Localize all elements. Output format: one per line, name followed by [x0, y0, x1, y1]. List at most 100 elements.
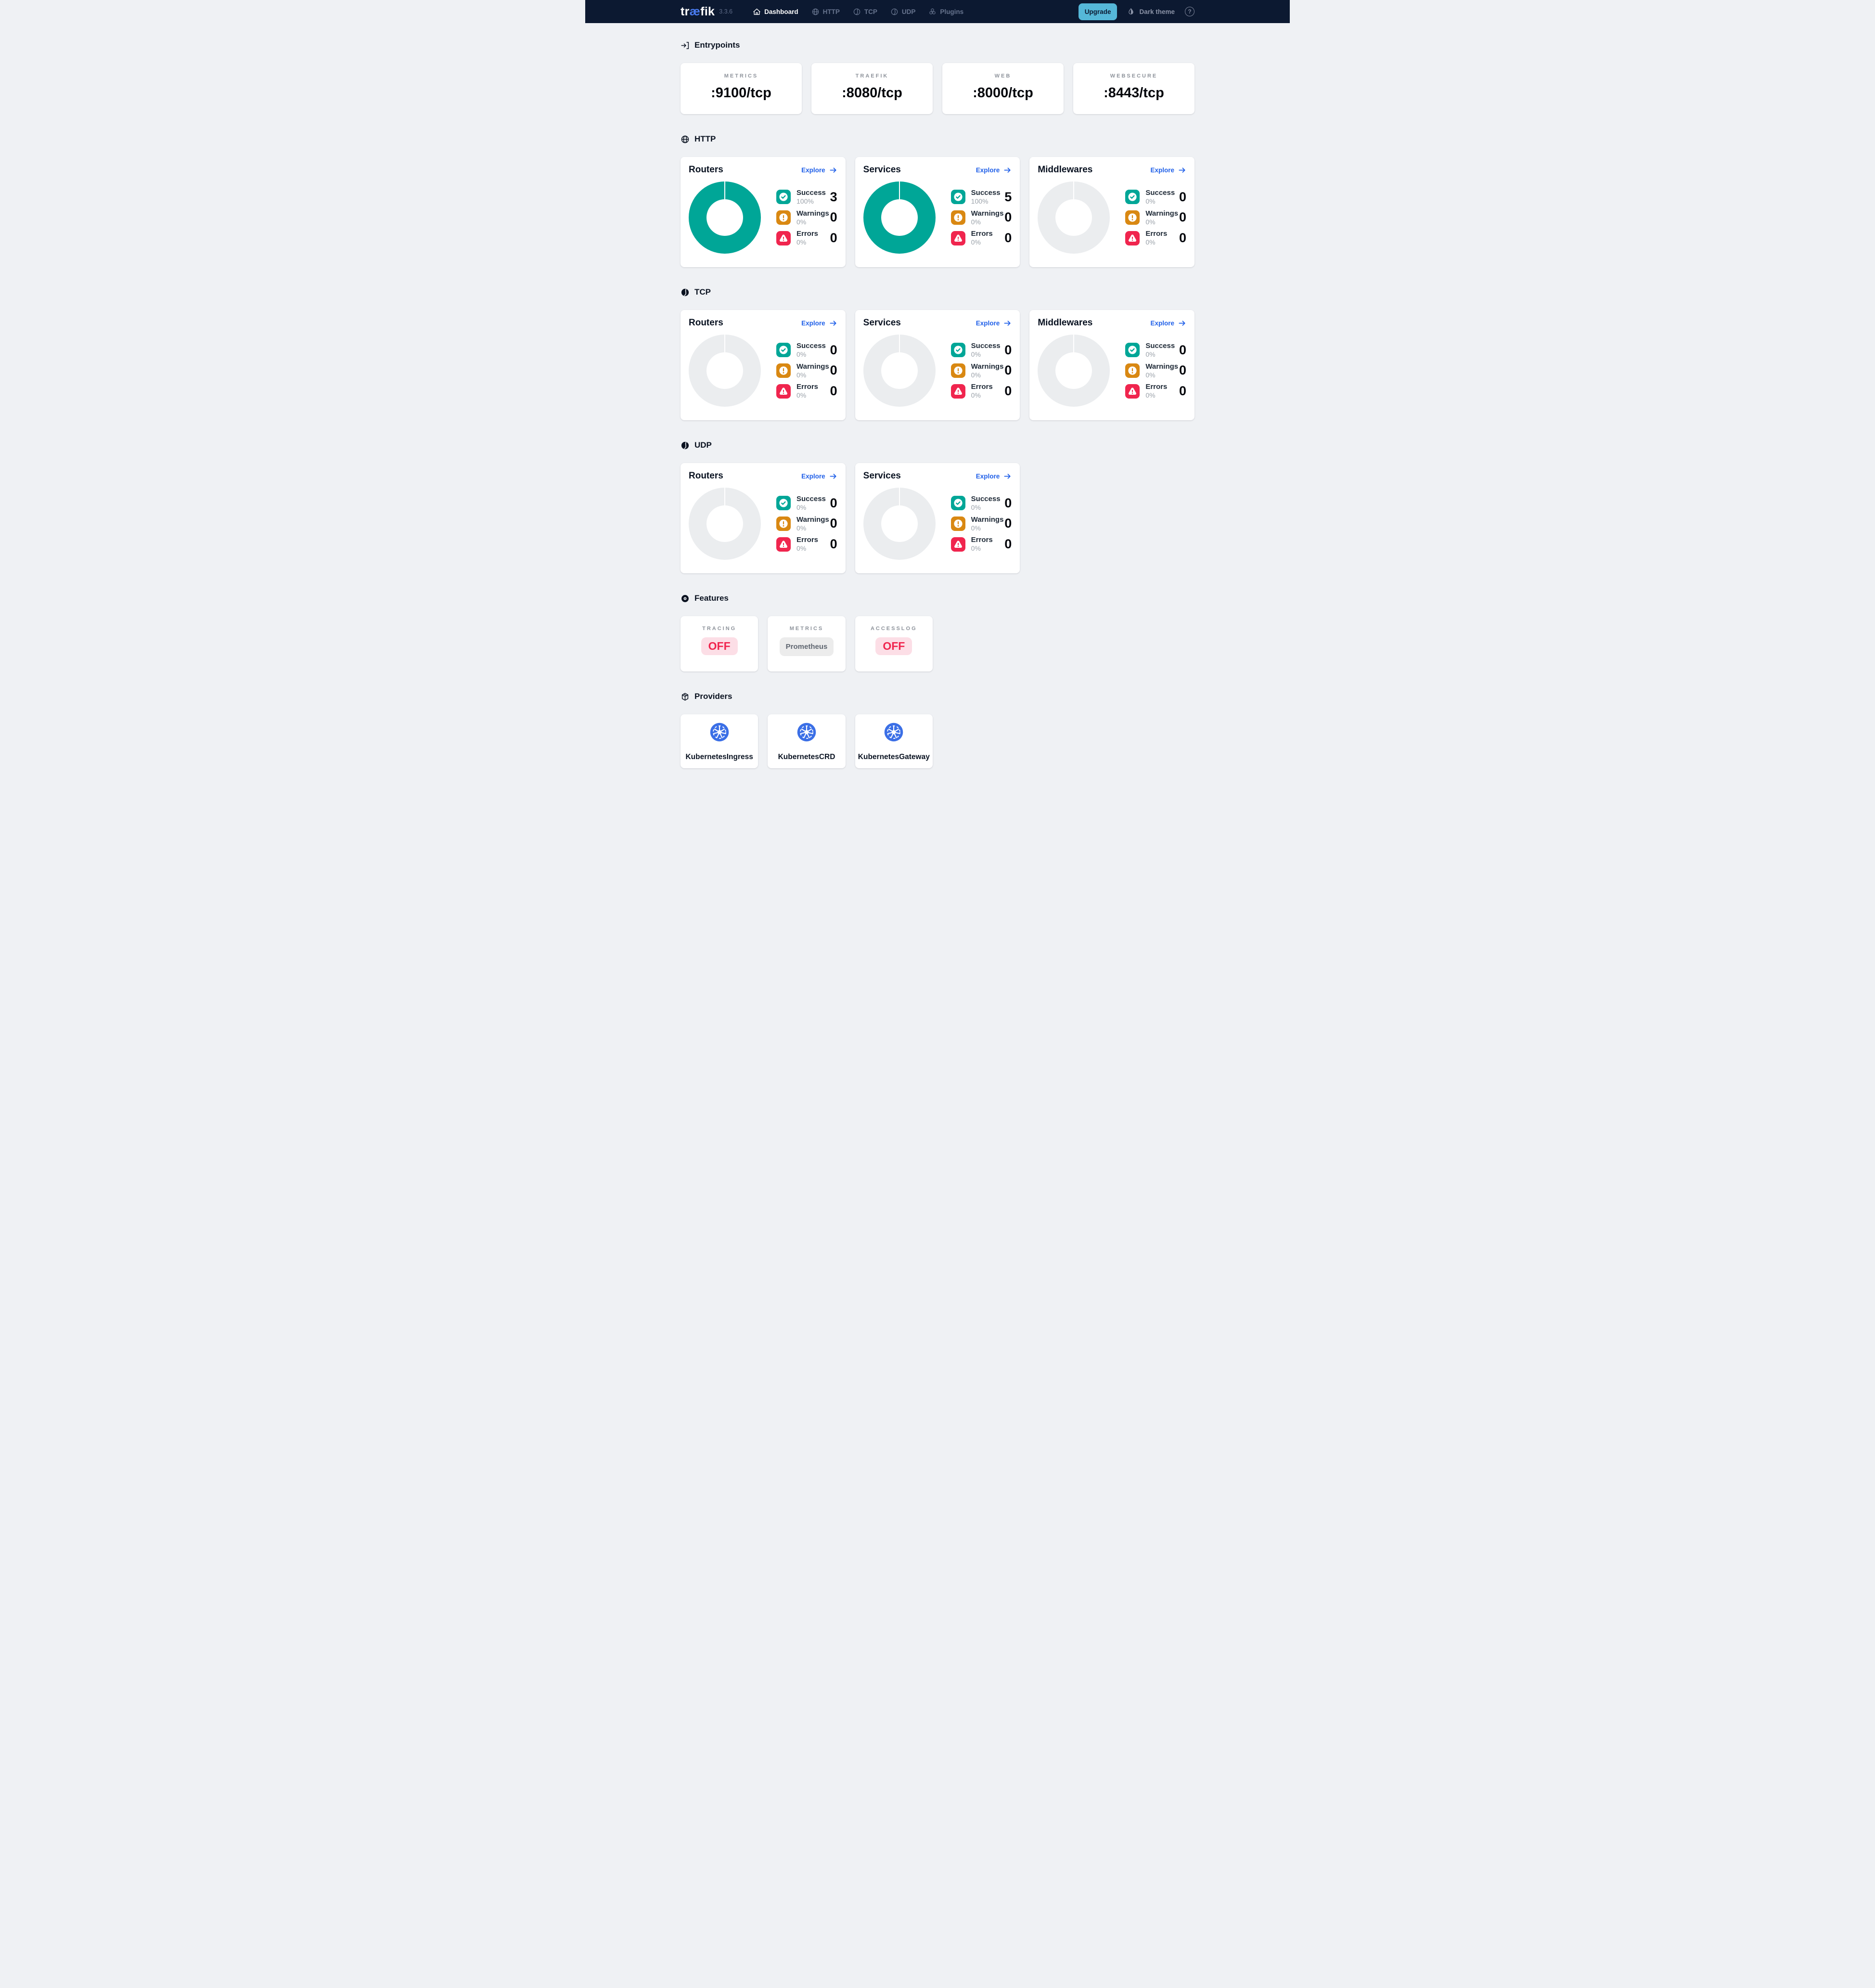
legend-row: Success 0% 0 — [950, 495, 1012, 512]
legend-value: 0 — [1004, 495, 1012, 510]
disc-icon — [681, 594, 689, 602]
legend-row: Errors 0% 0 — [776, 536, 837, 553]
legend-value: 0 — [1179, 210, 1186, 225]
alert-triangle-icon — [776, 537, 791, 552]
main-content: Entrypoints METRICS :9100/tcp TRAEFIK :8… — [681, 40, 1194, 768]
exclamation-icon — [776, 516, 791, 531]
contrast-droplet-icon — [1129, 8, 1134, 14]
upgrade-button[interactable]: Upgrade — [1078, 3, 1117, 20]
legend: Success 0% 0 Warnings 0% 0 Errors 0% 0 — [1125, 189, 1186, 246]
legend-value: 0 — [1004, 210, 1012, 225]
legend-row: Errors 0% 0 — [776, 383, 837, 400]
section-header-http: HTTP — [681, 134, 1194, 144]
legend: Success 0% 0 Warnings 0% 0 Errors 0% 0 — [776, 342, 837, 400]
legend-value: 0 — [1004, 384, 1012, 399]
explore-link[interactable]: Explore — [976, 472, 1012, 480]
exclamation-icon — [1125, 363, 1140, 378]
legend-row: Warnings 0% 0 — [950, 209, 1012, 226]
theme-toggle[interactable]: Dark theme — [1127, 7, 1175, 16]
legend-row: Success 100% 3 — [776, 189, 837, 206]
legend-row: Warnings 0% 0 — [1125, 362, 1186, 379]
provider-name: KubernetesGateway — [858, 753, 930, 761]
section-title: Entrypoints — [694, 40, 740, 50]
entrypoint-port: :8080/tcp — [842, 85, 902, 101]
explore-link[interactable]: Explore — [976, 166, 1012, 174]
provider-card-kubernetesgateway: KubernetesGateway — [855, 714, 933, 768]
feature-status-badge: OFF — [875, 637, 912, 655]
arrow-right-icon — [1179, 320, 1185, 326]
legend-value: 0 — [1179, 231, 1186, 245]
nav-item-plugins[interactable]: Plugins — [928, 8, 963, 16]
udp-ball-icon — [681, 441, 689, 449]
check-icon — [776, 343, 791, 358]
legend-row: Warnings 0% 0 — [776, 516, 837, 532]
entrypoint-card-web: WEB :8000/tcp — [942, 63, 1064, 114]
globe-icon — [812, 8, 819, 15]
explore-link[interactable]: Explore — [801, 472, 837, 480]
theme-label: Dark theme — [1139, 8, 1175, 15]
nav-item-udp[interactable]: UDP — [890, 8, 915, 16]
check-icon — [950, 190, 965, 205]
card-title: Middlewares — [1038, 318, 1093, 328]
explore-link[interactable]: Explore — [801, 166, 837, 174]
check-icon — [950, 496, 965, 511]
feature-card-metrics: METRICS Prometheus — [768, 616, 846, 671]
http-cards-grid: Routers Explore Success 100% 3 Warnings … — [681, 157, 1194, 267]
legend-value: 0 — [830, 384, 837, 399]
legend-value: 0 — [1179, 189, 1186, 204]
alert-triangle-icon — [950, 231, 965, 245]
donut-chart — [689, 181, 761, 254]
card-title: Services — [863, 318, 901, 328]
nav-right: Upgrade Dark theme ? — [1078, 3, 1194, 20]
http-card-routers: Routers Explore Success 100% 3 Warnings … — [681, 157, 846, 267]
tcp-card-services: Services Explore Success 0% 0 Warnings 0… — [855, 310, 1020, 420]
nav-item-tcp[interactable]: TCP — [853, 8, 877, 16]
alert-triangle-icon — [776, 231, 791, 245]
card-title: Routers — [689, 318, 723, 328]
legend-value: 0 — [1004, 537, 1012, 552]
nav-item-dashboard[interactable]: Dashboard — [753, 8, 798, 16]
udp-ball-icon — [891, 8, 898, 15]
tcp-card-routers: Routers Explore Success 0% 0 Warnings 0%… — [681, 310, 846, 420]
donut-chart — [689, 335, 761, 407]
version-label: 3.3.6 — [719, 8, 733, 15]
legend-row: Warnings 0% 0 — [776, 362, 837, 379]
legend-row: Success 0% 0 — [950, 342, 1012, 359]
legend-value: 0 — [1004, 363, 1012, 378]
explore-link[interactable]: Explore — [801, 319, 837, 327]
legend-row: Errors 0% 0 — [950, 536, 1012, 553]
donut-chart — [863, 488, 936, 560]
legend-value: 0 — [830, 231, 837, 245]
explore-link[interactable]: Explore — [1150, 319, 1186, 327]
traefik-logo[interactable]: tr æ fik — [681, 4, 715, 18]
entrypoint-label: WEBSECURE — [1110, 73, 1158, 79]
card-title: Routers — [689, 165, 723, 175]
check-icon — [1125, 190, 1140, 205]
top-navbar: tr æ fik 3.3.6 Dashboard HTTP TCP — [585, 0, 1290, 23]
alert-triangle-icon — [950, 537, 965, 552]
legend-row: Success 0% 0 — [1125, 189, 1186, 206]
legend-row: Warnings 0% 0 — [950, 362, 1012, 379]
section-header-tcp: TCP — [681, 287, 1194, 297]
legend-row: Errors 0% 0 — [950, 230, 1012, 246]
help-icon[interactable]: ? — [1185, 7, 1194, 16]
provider-name: KubernetesCRD — [778, 753, 835, 761]
section-header-providers: Providers — [681, 692, 1194, 701]
card-title: Services — [863, 165, 901, 175]
entrypoint-port: :8000/tcp — [973, 85, 1033, 101]
feature-card-tracing: TRACING OFF — [681, 616, 758, 671]
page: tr æ fik 3.3.6 Dashboard HTTP TCP — [585, 0, 1290, 780]
entrypoint-label: TRAEFIK — [855, 73, 889, 79]
exclamation-icon — [950, 363, 965, 378]
entrypoint-label: WEB — [994, 73, 1012, 79]
legend-value: 0 — [1004, 516, 1012, 531]
explore-link[interactable]: Explore — [1150, 166, 1186, 174]
home-icon — [753, 8, 760, 15]
exclamation-icon — [950, 210, 965, 225]
legend-row: Errors 0% 0 — [776, 230, 837, 246]
nav-item-http[interactable]: HTTP — [811, 8, 840, 16]
tcp-ball-icon — [681, 288, 689, 296]
explore-link[interactable]: Explore — [976, 319, 1012, 327]
section-title: Features — [694, 594, 729, 603]
legend-value: 3 — [830, 189, 837, 204]
